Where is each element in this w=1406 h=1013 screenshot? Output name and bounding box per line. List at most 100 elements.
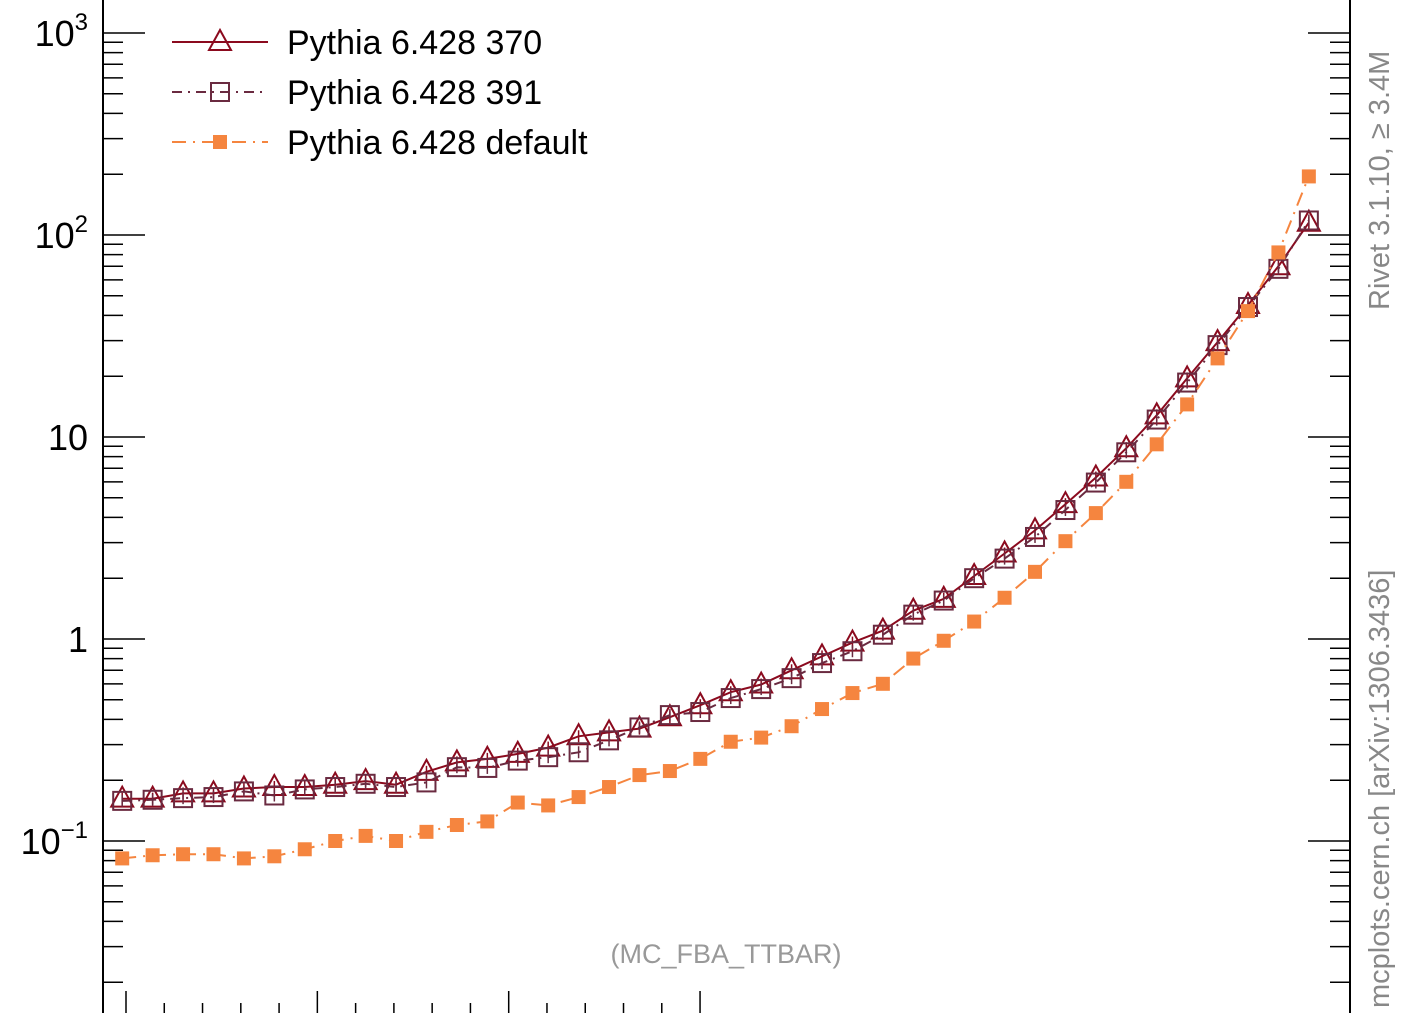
y-tick-label: 1 (68, 619, 88, 660)
data-point (751, 679, 772, 700)
data-point (1240, 304, 1255, 319)
data-point (203, 787, 224, 808)
data-point (568, 742, 589, 763)
data-point (994, 548, 1015, 569)
data-point (145, 848, 160, 863)
data-point (936, 633, 951, 648)
data-point (1028, 564, 1043, 579)
data-point (389, 834, 404, 848)
data-point (416, 772, 437, 793)
axis-ticks (103, 32, 1350, 1013)
data-point (784, 719, 799, 734)
source-label: mcplots.cern.ch [arXiv:1306.3436] (1364, 570, 1396, 1008)
data-point (754, 730, 769, 745)
data-point (690, 702, 711, 723)
data-point (693, 751, 708, 766)
series-3 (115, 169, 1316, 866)
data-point (541, 798, 556, 813)
data-point (815, 702, 830, 717)
data-point (1149, 437, 1164, 452)
data-point (355, 773, 376, 794)
data-point (933, 590, 954, 611)
data-point (1268, 258, 1289, 279)
series-line (122, 219, 1310, 802)
data-point (1146, 409, 1167, 430)
data-point (1025, 526, 1046, 547)
legend-item: Pythia 6.428 370 (172, 24, 542, 62)
series-layer (109, 169, 1322, 866)
series-line (122, 176, 1310, 860)
data-point (446, 757, 467, 778)
data-point (236, 851, 251, 866)
legend-label: Pythia 6.428 391 (287, 74, 542, 112)
data-point (1296, 208, 1322, 232)
data-point (903, 604, 924, 625)
data-point (662, 764, 677, 779)
data-point (419, 824, 434, 839)
y-tick-label: 10 (48, 417, 88, 458)
legend-marker (210, 82, 230, 102)
legend-marker (213, 135, 227, 149)
legend-item: Pythia 6.428 default (172, 124, 588, 162)
data-point (1085, 472, 1106, 493)
y-tick-label: 102 (35, 211, 88, 256)
rivet-version-label: Rivet 3.1.10, ≥ 3.4M (1364, 51, 1396, 310)
data-point (632, 768, 647, 783)
data-point (297, 842, 312, 857)
plot-frame (102, 0, 1351, 1013)
data-point (449, 818, 464, 833)
data-point (1301, 169, 1316, 184)
data-point (1088, 506, 1103, 521)
data-point (875, 676, 890, 691)
legend-item: Pythia 6.428 391 (172, 74, 542, 112)
data-point (173, 788, 194, 809)
data-point (1119, 474, 1134, 489)
data-point (964, 568, 985, 589)
data-point (1116, 442, 1137, 463)
data-point (176, 847, 191, 862)
data-point (781, 668, 802, 689)
data-point (538, 747, 559, 768)
data-point (723, 734, 738, 749)
data-point (967, 614, 982, 629)
data-point (1271, 245, 1286, 260)
data-point (386, 777, 407, 798)
data-point (480, 814, 495, 829)
data-point (1177, 372, 1198, 393)
data-point (1298, 210, 1319, 231)
data-point (842, 641, 863, 662)
data-point (845, 686, 860, 701)
data-point (142, 789, 163, 810)
data-point (507, 750, 528, 771)
data-point (906, 651, 921, 666)
data-point (657, 703, 683, 727)
data-point (720, 688, 741, 709)
data-point (510, 795, 525, 810)
data-point (997, 590, 1012, 605)
data-point (602, 780, 617, 795)
data-point (112, 790, 133, 811)
data-point (267, 849, 282, 864)
data-point (659, 705, 680, 726)
data-point (328, 834, 343, 848)
data-point (1210, 351, 1225, 366)
data-point (233, 781, 254, 802)
data-point (872, 624, 893, 645)
data-point (358, 828, 373, 843)
analysis-annotation: (MC_FBA_TTBAR) (610, 939, 841, 969)
legend-label: Pythia 6.428 default (287, 124, 588, 162)
data-point (264, 785, 285, 806)
data-point (206, 847, 221, 862)
data-point (571, 790, 586, 805)
data-point (1058, 534, 1073, 549)
data-point (1180, 397, 1195, 412)
data-point (565, 722, 592, 746)
data-point (325, 777, 346, 798)
legend-marker (207, 27, 233, 51)
data-point (1055, 500, 1076, 521)
data-point (139, 784, 166, 808)
data-point (629, 717, 650, 738)
data-point (477, 757, 498, 778)
